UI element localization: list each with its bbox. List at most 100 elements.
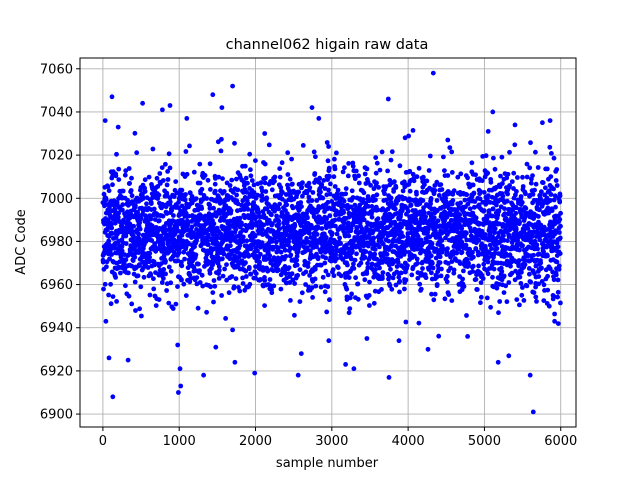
data-point: [312, 171, 318, 176]
data-point: [545, 253, 550, 259]
data-point: [186, 213, 192, 219]
data-point: [535, 246, 540, 252]
data-point: [138, 215, 144, 221]
data-point: [163, 258, 168, 264]
data-point: [457, 261, 463, 266]
data-point: [243, 274, 249, 279]
data-point: [240, 198, 246, 204]
data-point: [431, 297, 437, 303]
data-point: [171, 237, 177, 243]
data-point: [137, 263, 142, 269]
data-point: [515, 175, 520, 180]
data-point: [371, 235, 377, 241]
data-point: [480, 276, 486, 281]
data-point: [376, 185, 381, 190]
data-point: [272, 174, 278, 180]
data-point: [343, 186, 349, 192]
data-point: [314, 198, 320, 203]
data-point: [277, 166, 283, 172]
data-point: [173, 179, 179, 185]
data-point: [262, 161, 268, 167]
data-point: [176, 199, 182, 205]
data-point: [170, 306, 176, 311]
data-point: [356, 173, 361, 179]
data-point: [380, 270, 386, 275]
data-point: [298, 200, 304, 205]
data-point: [373, 197, 378, 203]
data-point: [350, 248, 355, 254]
data-point: [131, 234, 137, 240]
data-point: [360, 197, 366, 202]
data-point: [461, 284, 467, 289]
data-point: [318, 189, 323, 195]
data-point: [207, 206, 213, 211]
data-point: [425, 346, 431, 352]
data-point: [276, 267, 281, 273]
data-point: [522, 262, 528, 267]
data-point: [523, 206, 529, 211]
data-point: [541, 282, 547, 288]
data-point: [520, 174, 525, 180]
data-point: [351, 261, 356, 267]
data-point: [332, 217, 338, 223]
data-point: [322, 186, 328, 191]
data-point: [552, 318, 557, 324]
data-point: [262, 278, 268, 283]
data-point: [438, 273, 444, 279]
data-point: [217, 268, 222, 273]
data-point: [309, 285, 315, 291]
data-point: [420, 198, 426, 203]
data-point: [305, 264, 311, 269]
data-point: [225, 247, 231, 252]
data-point: [295, 273, 301, 278]
data-point: [485, 271, 491, 277]
data-point: [496, 310, 501, 316]
data-point: [331, 273, 337, 279]
data-point: [107, 256, 112, 262]
data-point: [300, 180, 305, 186]
data-point: [161, 267, 167, 272]
data-point: [309, 105, 315, 110]
data-point: [199, 272, 205, 278]
data-point: [402, 286, 407, 292]
data-point: [428, 253, 434, 259]
data-point: [168, 280, 174, 286]
data-point: [540, 180, 546, 186]
data-point: [220, 273, 226, 279]
data-point: [461, 268, 466, 274]
data-point: [397, 289, 402, 295]
x-tick-label: 3000: [315, 434, 348, 449]
data-point: [353, 275, 358, 281]
data-point: [163, 271, 169, 277]
x-axis-label: sample number: [276, 456, 379, 471]
data-point: [437, 260, 443, 265]
data-point: [213, 344, 219, 350]
data-point: [146, 174, 152, 180]
data-point: [210, 290, 216, 295]
data-point: [179, 263, 185, 269]
data-point: [506, 353, 512, 359]
x-tick-label: 6000: [544, 434, 577, 449]
data-point: [345, 220, 351, 226]
data-point: [312, 235, 317, 241]
data-point: [147, 254, 153, 260]
data-point: [242, 163, 248, 169]
data-point: [501, 233, 506, 239]
data-point: [231, 284, 237, 290]
data-point: [473, 215, 479, 221]
data-point: [518, 194, 524, 199]
data-point: [109, 231, 115, 236]
data-point: [458, 200, 463, 206]
data-point: [219, 293, 225, 298]
data-point: [554, 259, 560, 265]
data-point: [158, 233, 164, 239]
data-point: [277, 174, 283, 180]
data-point: [473, 277, 479, 282]
data-point: [228, 243, 233, 249]
data-point: [334, 150, 339, 156]
data-point: [110, 394, 116, 400]
data-point: [103, 197, 109, 203]
data-point: [502, 206, 507, 212]
data-point: [191, 169, 197, 175]
data-point: [110, 182, 115, 188]
